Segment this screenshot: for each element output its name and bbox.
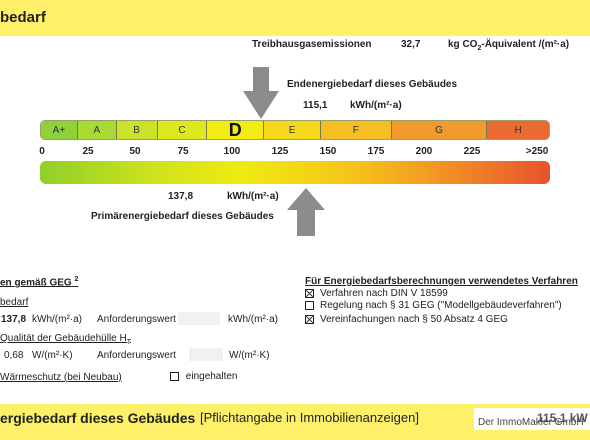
requirements-unit-2: W/(m²·K) [32, 350, 73, 361]
section-title: bedarf [0, 9, 46, 26]
end-energy-arrow-icon [243, 67, 279, 119]
scale-tick-label: >250 [525, 146, 549, 157]
method-option[interactable]: Vereinfachungen nach § 50 Absatz 4 GEG [305, 314, 508, 325]
requirements-bedarf-label: bedarf [0, 297, 29, 308]
checked-checkbox-icon[interactable] [305, 314, 314, 324]
energy-class-h: H [487, 121, 549, 139]
energy-class-e: E [264, 121, 321, 139]
checked-checkbox-icon[interactable] [305, 288, 314, 298]
method-option-label: Verfahren nach DIN V 18599 [320, 288, 448, 299]
footer-value: 115,1 kW [537, 411, 588, 425]
checkbox-icon[interactable] [170, 371, 179, 381]
shell-label: Qualität der Gebäudehülle HT [0, 333, 132, 346]
requirements-title: en gemäß GEG 2 [0, 276, 79, 289]
energy-class-a: A [77, 121, 117, 139]
emissions-unit: kg CO2-Äquivalent /(m²·a) [448, 39, 570, 52]
scale-tick-label: 100 [223, 146, 241, 157]
method-option[interactable]: Verfahren nach DIN V 18599 [305, 288, 448, 299]
energy-class-b: B [116, 121, 158, 139]
scale-tick-label: 200 [415, 146, 433, 157]
section-header: bedarf [0, 0, 590, 36]
primary-energy-label: Primärenergiebedarf dieses Gebäudes [91, 211, 274, 222]
end-energy-value: 115,1 [303, 100, 328, 111]
requirements-value-2: 0,68 [4, 350, 24, 361]
scale-tick-label: 50 [129, 146, 141, 157]
scale-tick-label: 225 [463, 146, 481, 157]
requirements-req-value-2 [189, 348, 223, 361]
requirements-req-unit-1: kWh/(m²·a) [228, 314, 278, 325]
requirements-req-unit-2: W/(m²·K) [229, 350, 270, 361]
scale-tick-label: 25 [82, 146, 94, 157]
energy-class-c: C [157, 121, 208, 139]
primary-energy-value: 137,8 [168, 191, 194, 202]
end-energy-label: Endenergiebedarf dieses Gebäudes [287, 79, 458, 90]
scale-tick-label: 175 [367, 146, 385, 157]
checkbox-icon[interactable] [305, 300, 314, 310]
requirements-value-1: 137,8 [1, 314, 27, 325]
method-option-label: Regelung nach § 31 GEG ("Modellgebäudeve… [320, 300, 562, 311]
energy-class-d: D [207, 121, 265, 139]
scale-tick-label: 0 [39, 146, 45, 157]
footer-note: [Pflichtangabe in Immobilienanzeigen] [200, 410, 419, 425]
footer-title: ergiebedarf dieses Gebäudes [0, 410, 196, 426]
scale-tick-label: 75 [177, 146, 189, 157]
energy-class-g: G [391, 121, 488, 139]
methods-title: Für Energiebedarfsberechnungen verwendet… [305, 276, 578, 287]
emissions-value: 32,7 [401, 39, 421, 50]
energy-class-a-plus: A+ [41, 121, 78, 139]
watermark: Der ImmoMakler GmbH [478, 417, 584, 428]
primary-energy-bar [40, 161, 550, 184]
scale-tick-label: 150 [319, 146, 337, 157]
requirements-req-label-2: Anforderungswert [97, 350, 176, 361]
requirements-req-label-1: Anforderungswert [97, 314, 176, 325]
summer-protection-label: Wärmeschutz (bei Neubau) [0, 372, 122, 383]
footer-value-box [474, 408, 590, 430]
primary-energy-unit: kWh/(m²·a) [227, 191, 279, 202]
emissions-label: Treibhausgasemissionen [252, 39, 372, 50]
requirements-req-value-1 [178, 312, 220, 325]
energy-class-scale: A+ A B C D E F G H [40, 120, 550, 140]
scale-tick-label: 125 [271, 146, 289, 157]
requirements-unit-1: kWh/(m²·a) [32, 314, 82, 325]
method-option[interactable]: Regelung nach § 31 GEG ("Modellgebäudeve… [305, 300, 562, 311]
energy-class-f: F [320, 121, 392, 139]
summer-protection-option[interactable]: eingehalten [170, 371, 238, 382]
primary-energy-arrow-icon [287, 188, 325, 236]
method-option-label: Vereinfachungen nach § 50 Absatz 4 GEG [320, 314, 508, 325]
end-energy-unit: kWh/(m²·a) [350, 100, 402, 111]
